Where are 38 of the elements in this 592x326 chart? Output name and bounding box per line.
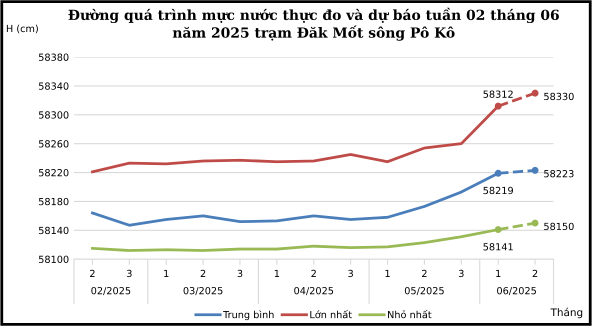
x-tick-label: 3 [348, 270, 353, 278]
x-tick-label: 1 [496, 270, 500, 277]
x-tick-label: 3 [126, 270, 132, 278]
data-label: 58330 [544, 92, 574, 100]
text: 03/2025 [184, 286, 222, 296]
x-tick-label: 2 [90, 270, 95, 277]
x-tick-label: 3 [458, 270, 464, 278]
y-tick-label: 58220 [38, 169, 68, 176]
data-label: 58219 [483, 186, 513, 194]
text: 06/2025 [497, 286, 536, 296]
chart-title: Đường quá trình mực nước thực đo và dự báo tuần 02 tháng 06 năm 2025 trạm Đăk Mốt sông Pô Kô [68, 8, 559, 41]
y-tick-label: 58300 [38, 111, 68, 119]
y-tick-label: 58260 [38, 140, 68, 148]
data-label: 58223 [544, 170, 574, 178]
x-tick-label: 2 [422, 270, 427, 277]
legend-label: Trung bình [223, 310, 274, 320]
y-tick-label: 58340 [38, 82, 68, 90]
x-axis-title: Tháng [550, 308, 582, 318]
x-tick-label: 1 [164, 270, 168, 277]
y-tick-label: 58100 [38, 256, 68, 263]
y-tick-label: 58180 [38, 198, 68, 206]
x-tick-label: 1 [386, 270, 390, 277]
text: 04/2025 [294, 286, 334, 296]
x-tick-label: 2 [200, 270, 206, 277]
data-label: 58141 [483, 243, 513, 250]
x-tick-label: 1 [274, 270, 280, 277]
data-label: 58150 [544, 222, 574, 230]
y-tick-label: 58140 [38, 226, 68, 234]
legend-label: Lớn nhất [310, 310, 352, 318]
y-axis-title: H (cm) [6, 24, 38, 34]
legend-label: Nhỏ nhất [388, 310, 432, 318]
text: 05/2025 [404, 286, 444, 296]
x-tick-label: 2 [532, 270, 538, 277]
x-tick-label: 2 [311, 270, 316, 277]
y-tick-label: 58380 [38, 54, 68, 61]
text: 02/2025 [91, 286, 130, 296]
data-label: 58312 [483, 90, 513, 98]
x-tick-label: 3 [238, 270, 242, 278]
